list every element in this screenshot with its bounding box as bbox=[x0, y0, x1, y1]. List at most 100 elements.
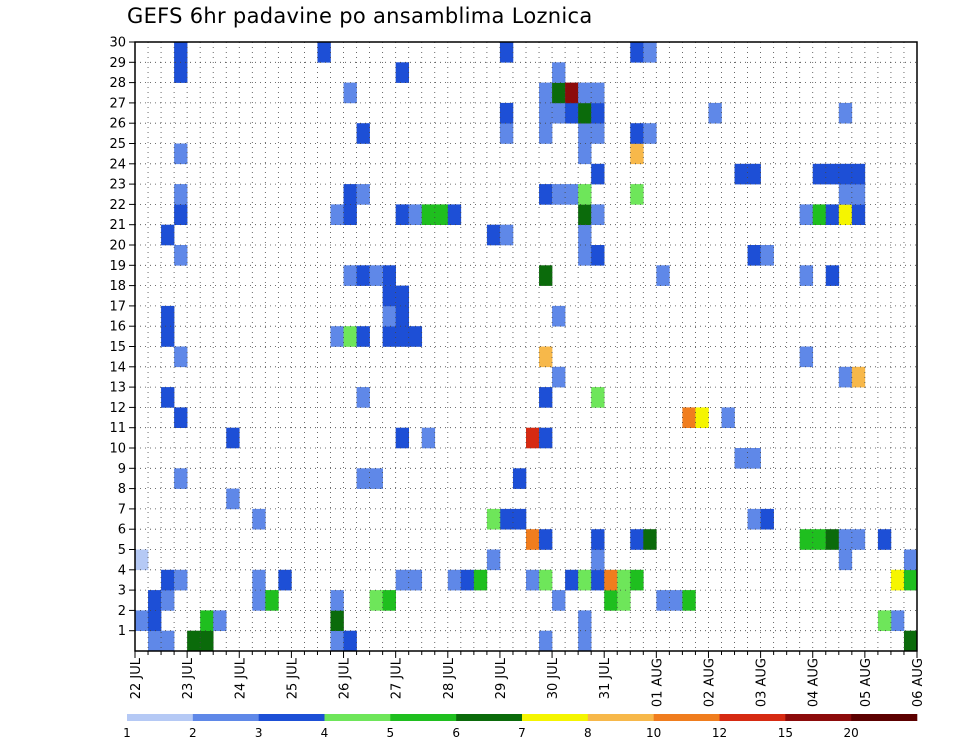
heatmap-cell bbox=[539, 427, 553, 449]
heatmap-cell bbox=[447, 569, 462, 591]
y-tick-label: 9 bbox=[118, 462, 126, 477]
y-tick-label: 29 bbox=[109, 56, 126, 71]
heatmap-cell bbox=[382, 265, 396, 286]
heatmap-cell bbox=[343, 630, 357, 652]
heatmap-cell bbox=[486, 508, 501, 530]
heatmap-cell bbox=[252, 508, 266, 530]
heatmap-cell bbox=[174, 245, 188, 266]
colorbar-swatch bbox=[851, 714, 918, 721]
heatmap-cell bbox=[734, 448, 748, 469]
heatmap-cell bbox=[682, 590, 696, 611]
heatmap-cell bbox=[799, 204, 814, 225]
heatmap-cell bbox=[161, 224, 175, 246]
heatmap-cell bbox=[395, 62, 409, 83]
heatmap-cell bbox=[617, 569, 631, 591]
heatmap-cell bbox=[747, 163, 761, 185]
heatmap-cell bbox=[838, 549, 853, 571]
colorbar-label: 1 bbox=[123, 726, 131, 740]
heatmap-cell bbox=[187, 630, 201, 652]
heatmap-cell bbox=[747, 245, 761, 266]
y-tick-label: 18 bbox=[109, 279, 126, 294]
heatmap-cell bbox=[317, 42, 331, 63]
heatmap-cell bbox=[356, 468, 370, 489]
y-tick-label: 26 bbox=[109, 117, 126, 132]
heatmap-cell bbox=[630, 569, 644, 591]
heatmap-cell bbox=[174, 184, 188, 205]
heatmap-cell bbox=[539, 387, 553, 408]
y-tick-label: 3 bbox=[118, 584, 126, 599]
heatmap-cell bbox=[252, 590, 266, 611]
heatmap-cell bbox=[682, 407, 696, 428]
heatmap-cell bbox=[161, 569, 175, 591]
colorbar-label: 15 bbox=[778, 726, 793, 740]
y-tick-label: 10 bbox=[109, 442, 126, 457]
colorbar-swatch bbox=[456, 714, 523, 721]
heatmap-cell bbox=[473, 569, 488, 591]
y-tick-label: 5 bbox=[118, 543, 126, 558]
heatmap-cell bbox=[174, 42, 188, 63]
heatmap-cell bbox=[539, 184, 553, 205]
heatmap-cell bbox=[591, 204, 605, 225]
heatmap-cell bbox=[408, 569, 423, 591]
heatmap-cell bbox=[604, 590, 618, 611]
heatmap-cell bbox=[747, 448, 761, 469]
x-tick-label: 03 AUG bbox=[755, 658, 770, 707]
x-tick-label: 23 JUL bbox=[181, 657, 196, 699]
heatmap-cell bbox=[408, 326, 423, 347]
x-tick-label: 27 JUL bbox=[390, 657, 405, 699]
heatmap-cell bbox=[356, 123, 370, 144]
heatmap-cell bbox=[578, 224, 592, 246]
heatmap-cell bbox=[552, 102, 566, 124]
x-axis-ticks: 22 JUL 23 JUL 24 JUL 25 JUL 26 JUL 27 JUL 28 J… bbox=[129, 651, 926, 707]
y-tick-label: 13 bbox=[109, 381, 126, 396]
heatmap-cell bbox=[226, 427, 240, 449]
heatmap-cell bbox=[825, 265, 840, 286]
x-tick-label: 28 JUL bbox=[442, 657, 457, 699]
heatmap-cell bbox=[539, 346, 553, 368]
heatmap-cell bbox=[591, 102, 605, 124]
y-tick-label: 20 bbox=[109, 239, 126, 254]
heatmap-cell bbox=[630, 42, 644, 63]
heatmap-cell bbox=[161, 305, 175, 327]
heatmap-cell bbox=[486, 224, 501, 246]
heatmap-cell bbox=[630, 143, 644, 165]
heatmap-cell bbox=[226, 488, 240, 510]
y-tick-label: 23 bbox=[109, 178, 126, 193]
heatmap-cell bbox=[643, 529, 657, 550]
x-tick-label: 30 JUL bbox=[546, 657, 561, 699]
heatmap-cell bbox=[174, 468, 188, 489]
heatmap-cell bbox=[708, 102, 722, 124]
chart-title: GEFS 6hr padavine po ansamblima Loznica bbox=[127, 4, 593, 28]
heatmap-cell bbox=[539, 123, 553, 144]
heatmap-cell bbox=[565, 82, 579, 104]
x-tick-label: 02 AUG bbox=[702, 658, 717, 707]
heatmap-cell bbox=[643, 123, 657, 144]
heatmap-cell bbox=[174, 62, 188, 83]
heatmap-cell bbox=[760, 508, 774, 530]
heatmap-cell bbox=[460, 569, 475, 591]
colorbar-label: 7 bbox=[518, 726, 526, 740]
heatmap-cell bbox=[552, 305, 566, 327]
heatmap-cell bbox=[851, 529, 866, 550]
heatmap-cell bbox=[825, 204, 840, 225]
heatmap-cell bbox=[395, 305, 409, 327]
y-tick-label: 14 bbox=[109, 360, 126, 375]
heatmap-cell bbox=[565, 569, 579, 591]
heatmap-cell bbox=[812, 529, 827, 550]
heatmap-cell bbox=[838, 163, 853, 185]
x-tick-label: 01 AUG bbox=[650, 658, 665, 707]
heatmap-cell bbox=[174, 407, 188, 428]
x-tick-label: 05 AUG bbox=[859, 658, 874, 707]
heatmap-cell bbox=[552, 184, 566, 205]
heatmap-cell bbox=[812, 204, 827, 225]
heatmap-cell bbox=[200, 630, 214, 652]
heatmap-cell bbox=[200, 610, 214, 631]
heatmap-cell bbox=[148, 610, 162, 631]
heatmap-cell bbox=[382, 285, 396, 307]
heatmap-cell bbox=[695, 407, 709, 428]
heatmap-cell bbox=[369, 590, 383, 611]
heatmap-cell bbox=[578, 184, 592, 205]
y-tick-label: 12 bbox=[109, 401, 126, 416]
heatmap-cell bbox=[669, 590, 683, 611]
x-tick-label: 22 JUL bbox=[129, 657, 144, 699]
